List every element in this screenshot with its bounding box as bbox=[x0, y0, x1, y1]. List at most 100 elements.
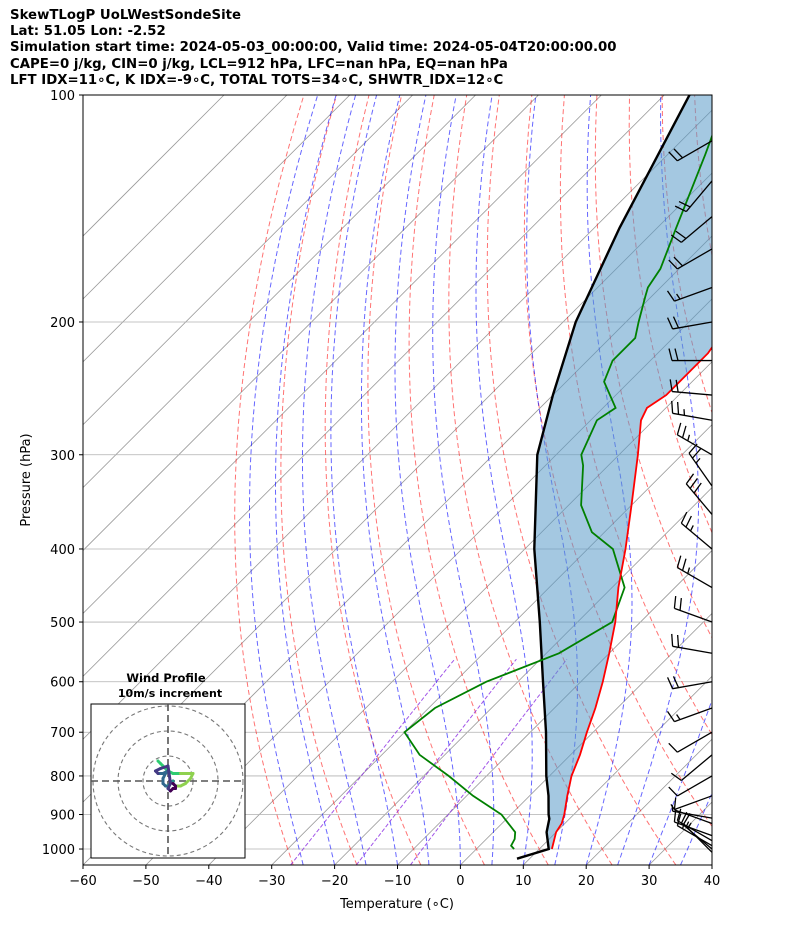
moist-adiabat bbox=[249, 95, 319, 865]
parcel-profile-line bbox=[516, 95, 691, 860]
moist-adiabat bbox=[275, 95, 337, 865]
y-tick-label: 400 bbox=[50, 543, 75, 558]
isotherm-line bbox=[460, 612, 712, 865]
wind-barb bbox=[668, 248, 713, 270]
moist-adiabat bbox=[394, 95, 461, 865]
x-tick-label: 30 bbox=[641, 874, 658, 889]
wind-barb-staff bbox=[677, 775, 713, 797]
wind-barb-flag bbox=[668, 786, 678, 797]
wind-barb-flag bbox=[666, 677, 674, 689]
moist-adiabat bbox=[475, 95, 533, 865]
hodograph-segment bbox=[166, 764, 172, 785]
wind-barb-staff bbox=[677, 566, 713, 589]
cape-cin-summary: CAPE=0 j/kg, CIN=0 j/kg, LCL=912 hPa, LF… bbox=[10, 56, 508, 72]
wind-barb bbox=[670, 216, 713, 243]
wind-barb bbox=[668, 731, 713, 753]
isotherm-line bbox=[145, 298, 712, 865]
temperature-line bbox=[551, 345, 712, 850]
moist-adiabat bbox=[526, 95, 578, 865]
wind-barb-flag bbox=[668, 742, 678, 753]
x-tick-label: −40 bbox=[195, 874, 222, 889]
wind-barb-flag bbox=[668, 151, 678, 162]
wind-barb bbox=[666, 676, 713, 690]
moist-adiabat bbox=[711, 863, 712, 865]
wind-barb-staff bbox=[674, 795, 713, 811]
isotherm-line bbox=[83, 95, 351, 363]
wind-barb-staff bbox=[680, 522, 713, 550]
wind-barb-staff bbox=[672, 390, 713, 396]
wind-barb bbox=[674, 180, 713, 213]
wind-barb-staff bbox=[677, 140, 713, 162]
wind-barb bbox=[666, 707, 713, 723]
x-tick-label: −10 bbox=[384, 874, 411, 889]
sounding-profiles bbox=[403, 95, 712, 860]
isotherm-line bbox=[83, 95, 665, 677]
x-axis-ticks: −60 −50 −40 −30 −20 −10 0 10 20 30 40 bbox=[69, 865, 720, 889]
wind-barb-flag bbox=[676, 634, 680, 648]
isotherm-line bbox=[83, 109, 712, 740]
cape-cin-shading bbox=[534, 95, 712, 849]
wind-barb bbox=[671, 400, 713, 421]
moist-adiabat bbox=[302, 95, 367, 865]
wind-barb bbox=[676, 555, 713, 589]
mixing-ratio-line bbox=[290, 658, 456, 865]
wind-barb-flag bbox=[679, 598, 682, 611]
wind-barbs bbox=[666, 140, 713, 853]
wind-barb bbox=[666, 286, 713, 302]
wind-barb-flag bbox=[672, 316, 680, 329]
wind-barb-staff bbox=[677, 731, 713, 753]
x-axis-label: Temperature (∘C) bbox=[339, 897, 454, 912]
wind-barb-flag bbox=[673, 595, 677, 609]
cin-area-fill bbox=[534, 95, 712, 849]
wind-barb-half-flag bbox=[676, 714, 681, 720]
moist-adiabat bbox=[617, 95, 699, 865]
wind-barb-staff bbox=[672, 645, 713, 654]
hodograph-title: Wind Profile bbox=[126, 671, 206, 685]
y-axis-label: Pressure (hPa) bbox=[19, 433, 34, 526]
wind-barb-staff bbox=[688, 452, 713, 487]
wind-barb-flag bbox=[671, 633, 674, 647]
wind-barb-flag bbox=[674, 348, 679, 361]
wind-barb bbox=[671, 633, 713, 654]
isotherm-line bbox=[83, 95, 539, 552]
dry-adiabat bbox=[234, 95, 305, 865]
wind-barb-flag bbox=[668, 348, 673, 361]
dry-adiabat bbox=[280, 95, 358, 865]
wind-barb-staff bbox=[677, 434, 713, 456]
wind-barb-flag bbox=[666, 711, 675, 722]
wind-barb-flag bbox=[673, 256, 684, 267]
isotherm-line bbox=[523, 675, 712, 865]
x-tick-label: 20 bbox=[578, 874, 595, 889]
isotherm-line bbox=[83, 95, 288, 300]
moist-adiabat bbox=[330, 95, 398, 865]
isotherm-line bbox=[83, 95, 225, 237]
moist-adiabat bbox=[432, 95, 495, 865]
dry-adiabat bbox=[324, 95, 422, 865]
wind-barb-half-flag bbox=[670, 803, 675, 810]
dry-adiabat bbox=[760, 95, 794, 865]
hodograph-trace bbox=[91, 704, 245, 858]
x-tick-label: 0 bbox=[456, 874, 464, 889]
wind-barb-flag bbox=[676, 401, 680, 415]
wind-barb-flag bbox=[689, 478, 698, 489]
wind-barb-flag bbox=[673, 797, 677, 810]
wind-barb-staff bbox=[677, 825, 713, 847]
wind-barb-flag bbox=[666, 290, 675, 302]
wind-barb-flag bbox=[676, 808, 682, 821]
chart-header: SkewTLogP UoLWestSondeSite Lat: 51.05 Lo… bbox=[10, 8, 617, 89]
mixing-ratio-line bbox=[355, 658, 517, 865]
wind-barb-flag bbox=[676, 555, 682, 568]
moist-adiabat bbox=[680, 792, 712, 865]
wind-barb-flag bbox=[675, 379, 679, 393]
wind-barb-staff bbox=[672, 412, 713, 421]
wind-barb-flag bbox=[675, 230, 687, 240]
y-tick-label: 300 bbox=[50, 449, 75, 464]
isotherm-line bbox=[397, 549, 712, 865]
wind-barb bbox=[668, 348, 712, 362]
isotherm-line bbox=[334, 487, 712, 865]
wind-barb-staff bbox=[680, 216, 713, 243]
wind-barb-flag bbox=[671, 400, 674, 414]
moist-adiabat bbox=[744, 95, 794, 865]
wind-barb bbox=[688, 443, 713, 487]
